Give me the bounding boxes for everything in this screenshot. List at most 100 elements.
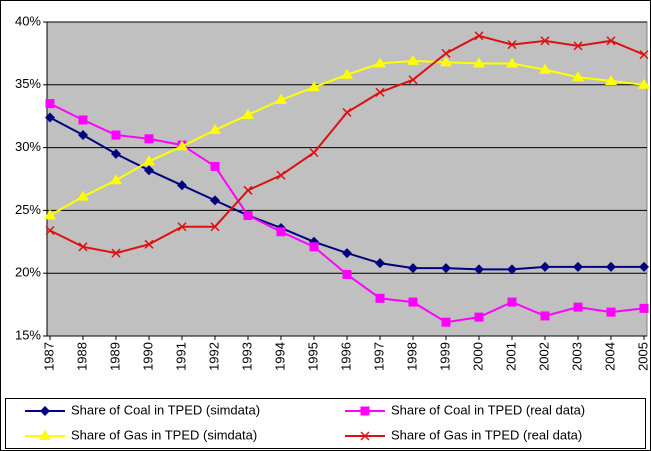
- marker: [210, 195, 220, 206]
- marker: [39, 430, 51, 440]
- marker: [606, 261, 616, 272]
- x-tick-label: 1994: [272, 342, 287, 371]
- x-tick-label: 1992: [206, 342, 221, 371]
- marker: [408, 263, 418, 274]
- marker: [374, 57, 386, 68]
- marker: [276, 227, 286, 237]
- marker: [474, 312, 484, 322]
- marker: [177, 222, 187, 232]
- legend-label: Share of Coal in TPED (simdata): [71, 402, 260, 417]
- x-tick-label: 1990: [140, 342, 155, 371]
- marker: [45, 225, 55, 236]
- marker: [143, 155, 155, 166]
- marker: [110, 174, 122, 185]
- marker: [309, 148, 319, 158]
- x-tick-label: 1995: [305, 342, 320, 371]
- marker: [540, 36, 550, 46]
- marker: [309, 242, 319, 252]
- marker: [78, 115, 88, 125]
- marker: [440, 56, 452, 67]
- y-tick-label: 20%: [15, 265, 41, 280]
- marker: [375, 258, 385, 269]
- marker: [506, 57, 518, 68]
- x-tick-label: 2001: [503, 342, 518, 371]
- x-tick-label: 2000: [470, 342, 485, 371]
- marker: [573, 41, 583, 51]
- marker: [111, 148, 121, 159]
- marker: [44, 209, 56, 220]
- marker: [243, 185, 253, 195]
- marker: [375, 87, 385, 97]
- marker: [606, 36, 616, 46]
- marker: [408, 75, 418, 85]
- y-tick-label: 15%: [15, 327, 41, 342]
- marker: [342, 269, 352, 279]
- marker: [276, 170, 286, 180]
- x-tick-label: 1996: [338, 342, 353, 371]
- marker: [308, 81, 320, 92]
- marker: [408, 297, 418, 307]
- marker: [474, 264, 484, 275]
- marker: [176, 140, 188, 151]
- marker: [473, 57, 485, 68]
- marker: [407, 54, 419, 65]
- x-tick-label: 1988: [74, 342, 89, 371]
- x-tick-label: 2003: [569, 342, 584, 371]
- y-tick-label: 30%: [15, 139, 41, 154]
- marker: [342, 107, 352, 117]
- marker: [45, 112, 55, 123]
- marker: [242, 108, 254, 119]
- marker: [144, 134, 154, 144]
- marker: [78, 130, 88, 141]
- marker: [606, 307, 616, 317]
- marker: [441, 48, 451, 58]
- x-tick-label: 2002: [536, 342, 551, 371]
- marker: [177, 180, 187, 191]
- marker: [375, 293, 385, 303]
- x-tick-label: 1998: [404, 342, 419, 371]
- marker: [77, 190, 89, 201]
- marker: [474, 31, 484, 41]
- marker: [144, 239, 154, 249]
- marker: [539, 63, 551, 74]
- marker: [507, 264, 517, 275]
- legend-label: Share of Coal in TPED (real data): [391, 402, 585, 417]
- x-tick-label: 2004: [602, 342, 617, 371]
- marker: [507, 40, 517, 50]
- marker: [605, 75, 617, 86]
- marker: [441, 263, 451, 274]
- x-tick-label: 1989: [107, 342, 122, 371]
- x-tick-label: 1997: [371, 342, 386, 371]
- y-tick-label: 35%: [15, 76, 41, 91]
- marker: [572, 71, 584, 82]
- marker: [441, 317, 451, 327]
- marker: [573, 261, 583, 272]
- marker: [40, 406, 50, 416]
- marker: [210, 222, 220, 232]
- legend-label: Share of Gas in TPED (simdata): [71, 427, 257, 442]
- legend-label: Share of Gas in TPED (real data): [391, 427, 582, 442]
- marker: [507, 297, 517, 307]
- marker: [573, 302, 583, 312]
- marker: [45, 99, 55, 109]
- marker: [540, 261, 550, 272]
- marker: [210, 161, 220, 171]
- legend: [5, 398, 646, 449]
- marker: [360, 406, 370, 416]
- marker: [360, 431, 370, 441]
- y-tick-label: 25%: [15, 202, 41, 217]
- marker: [638, 78, 650, 89]
- marker: [639, 303, 649, 313]
- x-tick-label: 1993: [239, 342, 254, 371]
- marker: [540, 311, 550, 321]
- marker: [243, 210, 253, 220]
- x-tick-label: 2005: [635, 342, 650, 371]
- marker: [275, 93, 287, 104]
- x-tick-label: 1991: [173, 342, 188, 371]
- y-tick-label: 40%: [15, 13, 41, 28]
- marker: [111, 130, 121, 140]
- marker: [209, 124, 221, 135]
- x-tick-label: 1987: [41, 342, 56, 371]
- x-tick-label: 1999: [437, 342, 452, 371]
